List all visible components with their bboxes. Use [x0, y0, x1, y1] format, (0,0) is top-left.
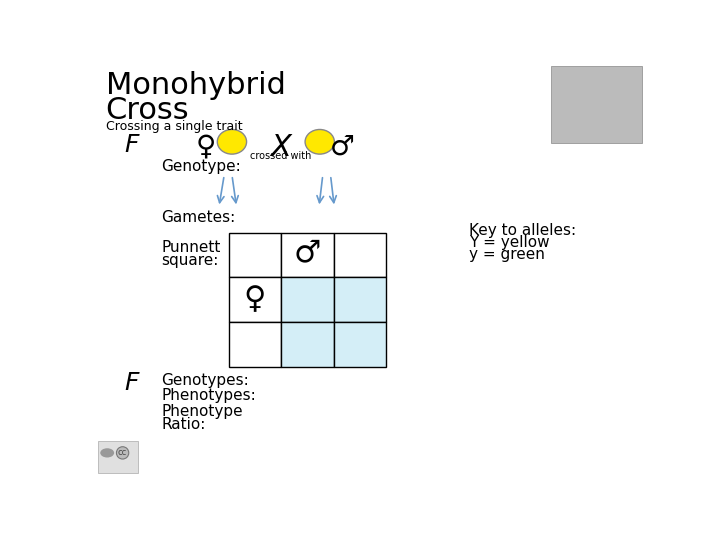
Text: square:: square:: [161, 253, 218, 268]
Text: Punnett: Punnett: [161, 240, 220, 255]
Text: Cross: Cross: [106, 96, 189, 125]
Bar: [282, 233, 333, 278]
Text: F: F: [124, 132, 138, 157]
Ellipse shape: [217, 130, 246, 154]
Ellipse shape: [305, 130, 334, 154]
Text: Y = yellow: Y = yellow: [469, 235, 550, 250]
Bar: [551, 66, 642, 143]
Text: Ratio:: Ratio:: [161, 417, 205, 431]
Text: y = green: y = green: [469, 247, 545, 262]
Ellipse shape: [117, 447, 129, 459]
Bar: [333, 278, 386, 322]
Text: ♀: ♀: [244, 285, 266, 314]
Bar: [333, 322, 386, 367]
Bar: [333, 233, 386, 278]
Text: Phenotypes:: Phenotypes:: [161, 388, 256, 403]
Text: Gametes:: Gametes:: [161, 210, 235, 225]
Bar: [229, 278, 282, 322]
Bar: [282, 278, 333, 322]
Bar: [229, 322, 282, 367]
Text: ♂: ♂: [294, 238, 321, 267]
Bar: [229, 233, 282, 278]
Bar: [282, 322, 333, 367]
Text: F: F: [124, 372, 138, 395]
Text: Genotype:: Genotype:: [161, 159, 241, 174]
Text: Genotypes:: Genotypes:: [161, 373, 249, 388]
Text: X: X: [270, 132, 291, 161]
Bar: [98, 441, 138, 473]
Text: Phenotype: Phenotype: [161, 403, 243, 418]
Text: Monohybrid: Monohybrid: [106, 71, 286, 100]
Text: ♀: ♀: [196, 132, 216, 160]
Text: Key to alleles:: Key to alleles:: [469, 222, 576, 238]
Text: crossed with: crossed with: [250, 151, 311, 161]
Text: ♂: ♂: [330, 132, 354, 160]
Ellipse shape: [100, 448, 114, 457]
Text: Crossing a single trait: Crossing a single trait: [106, 120, 243, 133]
Text: cc: cc: [118, 448, 127, 457]
